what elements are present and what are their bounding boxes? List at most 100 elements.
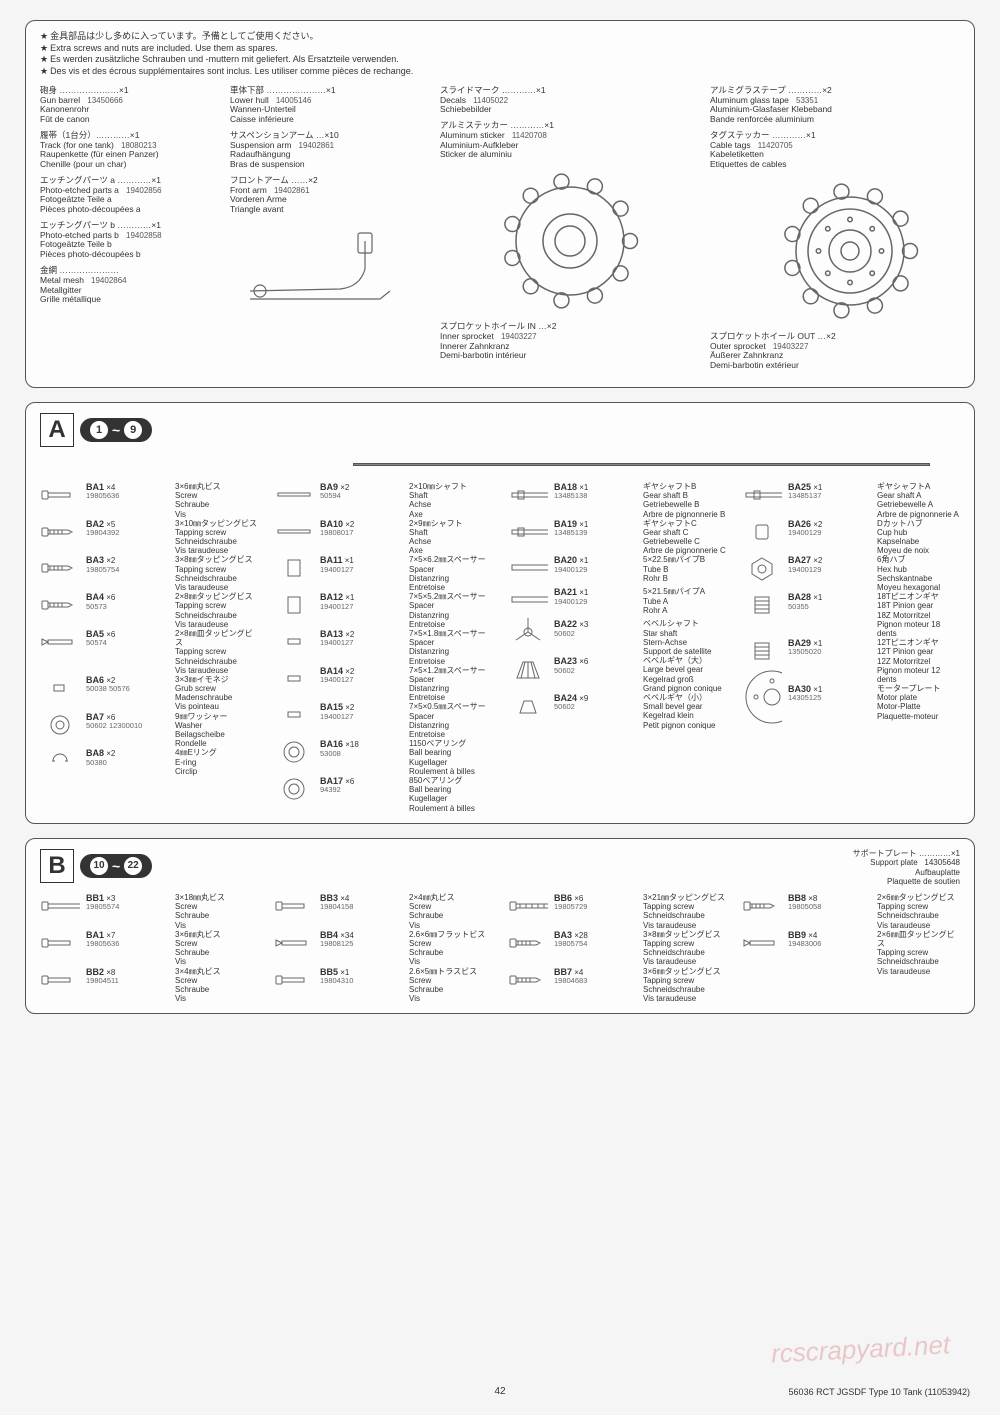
- part-icon: [40, 893, 80, 919]
- part-ba1: BA1 ×7 19805636 3×6㎜丸ビス Screw Schraube V…: [40, 930, 258, 967]
- part-bb4: BB4 ×34 19808125 2.6×6㎜フラットビス Screw Schr…: [274, 930, 492, 967]
- part-icon: [742, 555, 782, 581]
- panel-top-parts: 金具部品は少し多めに入っています。予備としてご使用ください。 Extra scr…: [25, 20, 975, 388]
- part-ba26: BA26 ×2 19400129 Dカットハブ Cup hub Kapselna…: [742, 519, 960, 556]
- part-icon: [274, 776, 314, 802]
- part-icon: [508, 519, 548, 545]
- notes-block: 金具部品は少し多めに入っています。予備としてご使用ください。 Extra scr…: [40, 31, 960, 78]
- part-ba3: BA3 ×2 19805754 3×8㎜タッピングビス Tapping scre…: [40, 555, 258, 592]
- top-part-item: アルミステッカー …………×1Aluminum sticker 11420708…: [440, 121, 700, 160]
- part-icon: [508, 930, 548, 956]
- part-icon: [274, 519, 314, 545]
- part-icon: [274, 555, 314, 581]
- part-icon: [40, 930, 80, 956]
- support-plate-note: サポートプレート …………×1 Support plate 14305648 A…: [853, 849, 960, 887]
- part-ba7: BA7 ×6 50602 12300010 9㎜ワッシャー Washer Bei…: [40, 712, 258, 749]
- part-ba20: BA20 ×1 19400129 5×22.5㎜パイプB Tube B Rohr…: [508, 555, 726, 587]
- inner-sprocket-label: スプロケットホイール IN …×2 Inner sprocket 1940322…: [440, 322, 700, 361]
- part-bb3: BB3 ×4 19804158 2×4㎜丸ビス Screw Schraube V…: [274, 893, 492, 930]
- top-part-item: エッチングパーツ a …………×1Photo-etched parts a 19…: [40, 176, 220, 215]
- top-col-4: アルミグラステープ …………×2Aluminum glass tape 5335…: [710, 86, 990, 377]
- top-col-1: 砲身 …………………×1Gun barrel 13450666Kanonenro…: [40, 86, 220, 377]
- top-parts-grid: 砲身 …………………×1Gun barrel 13450666Kanonenro…: [40, 86, 960, 377]
- part-ba12: BA12 ×1 19400127 7×5×5.2㎜スペーサー Spacer Di…: [274, 592, 492, 629]
- parts-column: BB8 ×8 19805058 2×6㎜タッピングビス Tapping scre…: [742, 893, 960, 1003]
- part-ba6: BA6 ×2 50038 50576 3×3㎜イモネジ Grub screw M…: [40, 675, 258, 712]
- part-icon: [274, 666, 314, 692]
- parts-column: BB1 ×3 19805574 3×18㎜丸ビス Screw Schraube …: [40, 893, 258, 1003]
- part-bb5: BB5 ×1 19804310 2.6×5㎜トラスビス Screw Schrau…: [274, 967, 492, 1004]
- part-icon: [274, 629, 314, 655]
- top-part-item: 砲身 …………………×1Gun barrel 13450666Kanonenro…: [40, 86, 220, 125]
- part-icon: [742, 638, 782, 664]
- part-icon: [742, 684, 782, 710]
- outer-sprocket-diagram: [775, 176, 925, 326]
- part-icon: [40, 519, 80, 545]
- part-ba23: BA23 ×6 50602 ベベルギヤ（大） Large bevel gear …: [508, 656, 726, 693]
- part-icon: [508, 555, 548, 581]
- note-jp: 金具部品は少し多めに入っています。予備としてご使用ください。: [40, 31, 960, 43]
- part-ba9: BA9 ×2 50594 2×10㎜シャフト Shaft Achse Axe: [274, 482, 492, 519]
- watermark: rcscrapyard.net: [770, 1329, 951, 1369]
- part-bb7: BB7 ×4 19804683 3×6㎜タッピングビス Tapping scre…: [508, 967, 726, 1004]
- part-bb6: BB6 ×6 19805729 3×21㎜タッピングビス Tapping scr…: [508, 893, 726, 930]
- part-ba27: BA27 ×2 19400129 6角ハブ Hex hub Sechskantn…: [742, 555, 960, 592]
- part-ba4: BA4 ×6 50573 2×8㎜タッピングビス Tapping screw S…: [40, 592, 258, 629]
- part-ba30: BA30 ×1 14305125 モータープレート Motor plate Mo…: [742, 684, 960, 721]
- part-icon: [508, 967, 548, 993]
- part-icon: [274, 482, 314, 508]
- inner-sprocket-diagram: [495, 166, 645, 316]
- long-shaft-row: [40, 457, 960, 472]
- part-icon: [742, 592, 782, 618]
- part-ba13: BA13 ×2 19400127 7×5×1.8㎜スペーサー Spacer Di…: [274, 629, 492, 666]
- footer-model-info: 56036 RCT JGSDF Type 10 Tank (11053942): [789, 1387, 970, 1397]
- part-ba17: BA17 ×6 94392 850ベアリング Ball bearing Kuge…: [274, 776, 492, 813]
- part-icon: [40, 482, 80, 508]
- top-part-item: アルミグラステープ …………×2Aluminum glass tape 5335…: [710, 86, 990, 125]
- panel-section-b: B 10 ~ 22 サポートプレート …………×1 Support plate …: [25, 838, 975, 1015]
- top-part-item: 履帯（1台分）…………×1Track (for one tank) 180802…: [40, 131, 220, 170]
- part-icon: [274, 702, 314, 728]
- part-icon: [40, 592, 80, 618]
- part-icon: [40, 967, 80, 993]
- top-part-item: スライドマーク …………×1Decals 11405022Schiebebild…: [440, 86, 700, 115]
- part-icon: [274, 592, 314, 618]
- part-icon: [40, 712, 80, 738]
- top-part-item: 車体下部 …………………×1Lower hull 14005146Wannen-…: [230, 86, 430, 125]
- part-icon: [40, 748, 80, 774]
- part-icon: [274, 893, 314, 919]
- part-icon: [508, 693, 548, 719]
- part-icon: [508, 656, 548, 682]
- note-fr: Des vis et des écrous supplémentaires so…: [40, 66, 960, 78]
- section-letter-a: A: [40, 413, 74, 447]
- section-range-a: 1 ~ 9: [80, 418, 152, 442]
- part-icon: [40, 675, 80, 701]
- part-ba28: BA28 ×1 50355 18Tピニオンギヤ 18T Pinion gear …: [742, 592, 960, 638]
- part-icon: [742, 482, 782, 508]
- top-col-3: スライドマーク …………×1Decals 11405022Schiebebild…: [440, 86, 700, 377]
- part-icon: [508, 893, 548, 919]
- part-icon: [508, 587, 548, 613]
- part-ba8: BA8 ×2 50380 4㎜Eリング E-ring Circlip: [40, 748, 258, 780]
- top-part-item: タグステッカー …………×1Cable tags 11420705Kabelet…: [710, 131, 990, 170]
- part-ba19: BA19 ×1 13485139 ギヤシャフトC Gear shaft C Ge…: [508, 519, 726, 556]
- part-bb2: BB2 ×8 19804511 3×4㎜丸ビス Screw Schraube V…: [40, 967, 258, 1004]
- parts-column: BB6 ×6 19805729 3×21㎜タッピングビス Tapping scr…: [508, 893, 726, 1003]
- top-part-item: 金網 …………………Metal mesh 19402864Metallgitte…: [40, 266, 220, 305]
- part-icon: [742, 930, 782, 956]
- top-part-item: サスペンションアーム …×10Suspension arm 19402861Ra…: [230, 131, 430, 170]
- parts-column: BB3 ×4 19804158 2×4㎜丸ビス Screw Schraube V…: [274, 893, 492, 1003]
- part-bb9: BB9 ×4 19483006 2×6㎜皿タッピングビス Tapping scr…: [742, 930, 960, 976]
- section-b-grid: BB1 ×3 19805574 3×18㎜丸ビス Screw Schraube …: [40, 893, 960, 1003]
- parts-column: BA1 ×4 19805636 3×6㎜丸ビス Screw Schraube V…: [40, 482, 258, 813]
- note-en: Extra screws and nuts are included. Use …: [40, 43, 960, 55]
- part-ba11: BA11 ×1 19400127 7×5×6.2㎜スペーサー Spacer Di…: [274, 555, 492, 592]
- part-ba3: BA3 ×28 19805754 3×8㎜タッピングビス Tapping scr…: [508, 930, 726, 967]
- part-ba5: BA5 ×6 50574 2×8㎜皿タッピングビス Tapping screw …: [40, 629, 258, 675]
- section-a-grid: BA1 ×4 19805636 3×6㎜丸ビス Screw Schraube V…: [40, 482, 960, 813]
- top-part-item: フロントアーム ……×2Front arm 19402861Vorderen A…: [230, 176, 430, 215]
- top-part-item: エッチングパーツ b …………×1Photo-etched parts b 19…: [40, 221, 220, 260]
- section-b-header: B 10 ~ 22: [40, 849, 152, 883]
- top-col-2: 車体下部 …………………×1Lower hull 14005146Wannen-…: [230, 86, 430, 377]
- part-ba22: BA22 ×3 50602 ベベルシャフト Star shaft Stern-A…: [508, 619, 726, 656]
